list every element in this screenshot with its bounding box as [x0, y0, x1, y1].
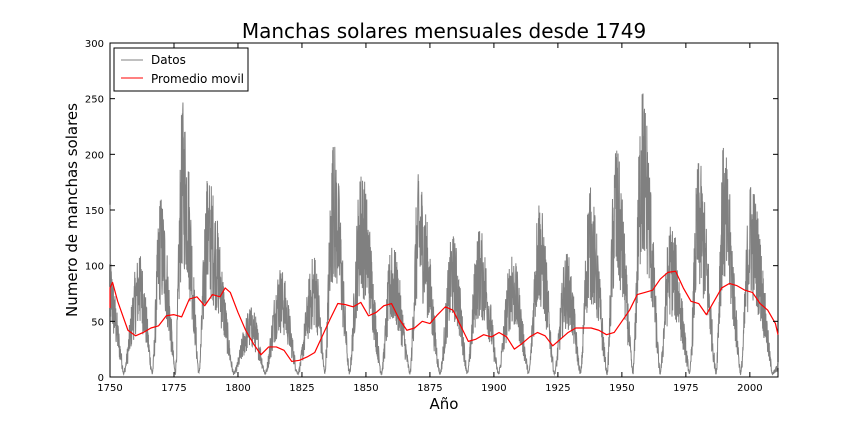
- x-tick-label: 1925: [545, 383, 570, 394]
- x-tick-label: 1975: [673, 383, 698, 394]
- x-tick-label: 1850: [353, 383, 378, 394]
- y-tick-label: 300: [85, 39, 104, 50]
- y-tick-label: 100: [85, 262, 104, 273]
- x-tick-label: 1950: [609, 383, 634, 394]
- x-tick-label: 1825: [289, 383, 314, 394]
- series-promedio-movil: [109, 270, 779, 363]
- ticks: 1750 1775 1800 1825 1850 1875 1900 1925 1950 1975…: [85, 39, 778, 394]
- x-tick-label: 1775: [161, 383, 186, 394]
- x-tick-label: 1875: [417, 383, 442, 394]
- legend-label-datos: Datos: [151, 53, 186, 67]
- chart-title: Manchas solares mensuales desde 1749: [242, 19, 646, 43]
- x-tick-label: 2000: [737, 383, 762, 394]
- promedio-movil-line: [109, 270, 779, 363]
- legend-box: [113, 47, 249, 92]
- y-tick-label: 150: [85, 206, 104, 217]
- legend: Datos Promedio movil: [113, 47, 249, 92]
- datos-line: [109, 93, 779, 377]
- y-tick-label: 200: [85, 150, 104, 161]
- x-axis-label: Año: [430, 395, 459, 413]
- series-datos: [109, 93, 779, 377]
- legend-label-promedio-movil: Promedio movil: [151, 72, 244, 86]
- x-tick-label: 1750: [97, 383, 122, 394]
- y-tick-label: 50: [91, 317, 104, 328]
- y-tick-label: 0: [98, 373, 104, 384]
- x-tick-label: 1900: [481, 383, 506, 394]
- x-tick-label: 1800: [225, 383, 250, 394]
- y-tick-label: 250: [85, 95, 104, 106]
- y-axis-label: Numero de manchas solares: [63, 103, 81, 317]
